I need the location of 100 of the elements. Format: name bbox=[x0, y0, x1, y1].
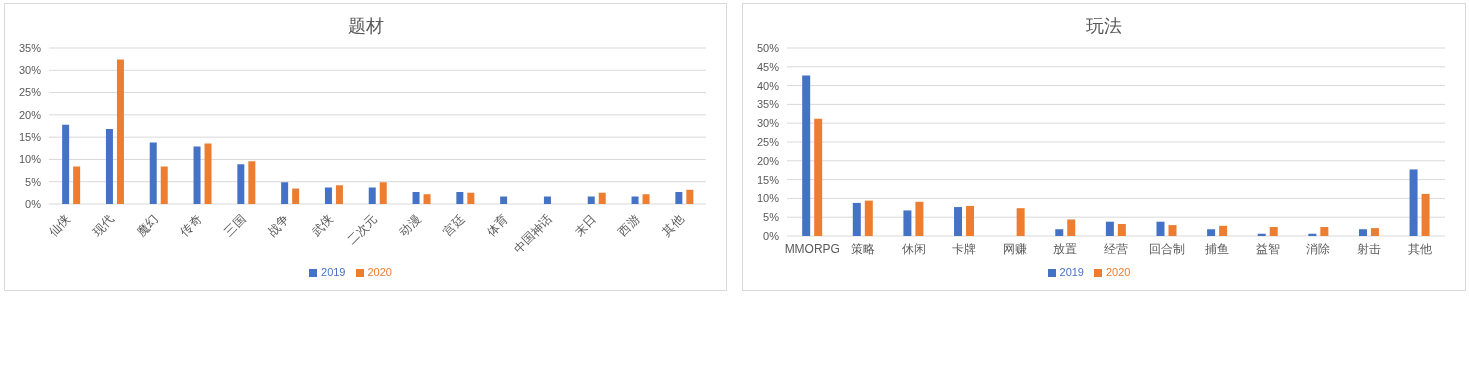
bar bbox=[1156, 221, 1165, 236]
bar bbox=[954, 207, 963, 236]
bar bbox=[1207, 229, 1216, 236]
x-tick-label: 网赚 bbox=[1002, 241, 1027, 256]
y-tick-label: 25% bbox=[756, 135, 780, 148]
bar bbox=[587, 196, 595, 204]
x-tick-label: 其他 bbox=[1407, 241, 1432, 256]
x-tick-label: 回合制 bbox=[1148, 241, 1185, 256]
bar bbox=[248, 161, 256, 204]
bar bbox=[379, 182, 387, 204]
bar bbox=[631, 196, 639, 204]
bar bbox=[73, 166, 81, 204]
x-tick-label: 武侠 bbox=[308, 212, 336, 240]
bar bbox=[543, 196, 551, 204]
bar bbox=[1105, 221, 1114, 236]
legend-label: 2020 bbox=[1106, 266, 1131, 278]
x-tick-label: 射击 bbox=[1357, 241, 1382, 256]
bar bbox=[1269, 226, 1278, 236]
bar bbox=[1016, 208, 1025, 236]
bar bbox=[686, 189, 694, 204]
bar bbox=[915, 201, 924, 236]
bar bbox=[1358, 229, 1367, 236]
bar bbox=[204, 143, 212, 204]
bar bbox=[423, 194, 431, 204]
chart-title: 题材 bbox=[346, 15, 385, 38]
bar bbox=[1117, 223, 1126, 236]
y-tick-label: 0% bbox=[25, 197, 42, 210]
x-tick-label: 魔幻 bbox=[133, 212, 161, 240]
bar bbox=[324, 187, 332, 204]
legend-label: 2020 bbox=[367, 266, 392, 278]
x-tick-label: 中国神话 bbox=[510, 212, 555, 257]
y-tick-label: 5% bbox=[25, 175, 42, 188]
x-tick-label: 放置 bbox=[1053, 241, 1078, 256]
bar bbox=[149, 142, 157, 204]
x-tick-label: 三国 bbox=[221, 212, 249, 240]
x-tick-label: 消除 bbox=[1306, 241, 1331, 256]
x-tick-label: 二次元 bbox=[344, 212, 380, 248]
x-tick-label: 卡牌 bbox=[952, 241, 977, 256]
bar bbox=[1370, 228, 1379, 236]
bar bbox=[598, 192, 606, 204]
bar bbox=[1421, 193, 1430, 236]
bar bbox=[852, 202, 861, 236]
y-tick-label: 15% bbox=[18, 131, 42, 144]
bar bbox=[1320, 226, 1329, 236]
bar bbox=[1219, 225, 1228, 236]
bar bbox=[1168, 225, 1177, 236]
bar bbox=[116, 59, 124, 204]
x-tick-label: 策略 bbox=[850, 241, 875, 256]
bar bbox=[467, 192, 475, 204]
y-tick-label: 15% bbox=[756, 173, 780, 186]
bar bbox=[864, 200, 873, 236]
bar bbox=[456, 191, 464, 204]
y-tick-label: 35% bbox=[18, 41, 42, 54]
x-tick-label: 末日 bbox=[571, 212, 599, 240]
chart-title: 玩法 bbox=[1085, 15, 1123, 38]
x-tick-label: 休闲 bbox=[901, 241, 926, 256]
bar bbox=[500, 196, 508, 204]
y-tick-label: 0% bbox=[763, 229, 780, 242]
x-tick-label: 现代 bbox=[89, 212, 117, 240]
x-tick-label: MMORPG bbox=[784, 241, 840, 256]
x-tick-label: 传奇 bbox=[177, 212, 205, 240]
legend-label: 2019 bbox=[1059, 266, 1084, 278]
x-tick-label: 体育 bbox=[484, 212, 512, 240]
bar bbox=[193, 146, 201, 204]
x-tick-label: 仙侠 bbox=[46, 212, 74, 240]
legend-label: 2019 bbox=[321, 266, 346, 278]
y-tick-label: 30% bbox=[18, 64, 42, 77]
bar bbox=[903, 210, 912, 236]
bar bbox=[62, 124, 70, 204]
y-tick-label: 5% bbox=[763, 211, 780, 224]
bar bbox=[1055, 229, 1064, 236]
y-tick-label: 20% bbox=[18, 108, 42, 121]
bar bbox=[105, 129, 113, 204]
y-tick-label: 25% bbox=[18, 86, 42, 99]
x-tick-label: 经营 bbox=[1104, 241, 1128, 256]
bar bbox=[412, 191, 420, 204]
x-tick-label: 西游 bbox=[615, 212, 643, 240]
bar bbox=[292, 188, 300, 204]
bar bbox=[237, 164, 245, 204]
x-tick-label: 动漫 bbox=[396, 212, 424, 240]
bar bbox=[642, 194, 650, 204]
bar bbox=[281, 182, 289, 204]
bar bbox=[1067, 219, 1076, 236]
y-tick-label: 10% bbox=[756, 192, 780, 205]
x-tick-label: 其他 bbox=[659, 212, 687, 240]
bar bbox=[368, 187, 376, 204]
x-tick-label: 战争 bbox=[265, 212, 293, 240]
y-tick-label: 30% bbox=[756, 117, 780, 130]
y-tick-label: 35% bbox=[756, 98, 780, 111]
bar bbox=[335, 185, 343, 204]
y-tick-label: 50% bbox=[756, 41, 780, 54]
bar bbox=[1409, 169, 1418, 236]
y-tick-label: 45% bbox=[756, 60, 780, 73]
bar bbox=[160, 166, 168, 204]
y-tick-label: 40% bbox=[756, 79, 780, 92]
x-tick-label: 宫廷 bbox=[440, 212, 468, 240]
bar bbox=[814, 118, 823, 236]
x-tick-label: 捕鱼 bbox=[1205, 241, 1230, 256]
bar bbox=[802, 75, 811, 236]
y-tick-label: 20% bbox=[756, 154, 780, 167]
